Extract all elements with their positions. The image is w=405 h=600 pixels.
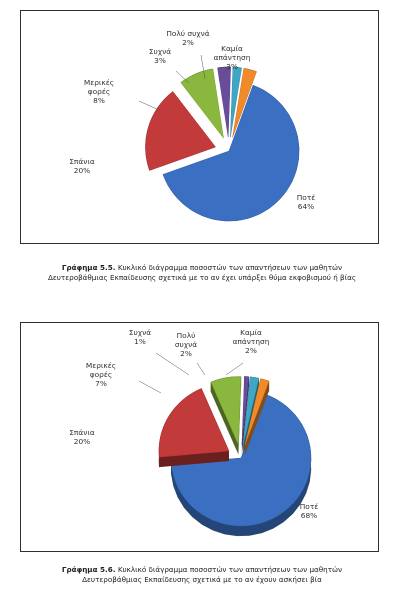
leader-line-1-5 <box>200 54 206 80</box>
leader-line-2-3 <box>138 380 162 394</box>
slice-label-2-5: Πολύ συχνά 2% <box>175 331 197 358</box>
caption-2-line1: Κυκλικό διάγραμμα ποσοστών των απαντήσεω… <box>117 565 343 574</box>
caption-1: Γράφημα 5.5. Κυκλικό διάγραμμα ποσοστών … <box>12 263 392 283</box>
pie-slice-1-6 <box>232 68 257 138</box>
chart-frame-2: Ποτέ 68% Σπάνια 20% Μερικές φορές 7% Συχνά 1% Πολ… <box>20 322 379 552</box>
pie-slice-1-2 <box>145 91 216 171</box>
pie-slice-2-3 <box>210 376 242 455</box>
pie-chart-1: Ποτέ 64% Σπάνια 20% Μερικές φορές 8% Συχνά 3%Πολ… <box>69 29 316 222</box>
leader-line-2-6 <box>225 362 244 376</box>
caption-1-line1: Κυκλικό διάγραμμα ποσοστών των απαντήσεω… <box>117 263 343 272</box>
caption-2-number: Γράφημα 5.6. <box>61 565 116 574</box>
pie-slice-1-1 <box>162 84 300 222</box>
slice-label-1-5: Πολύ συχνά 2% <box>166 29 209 47</box>
slice-label-1-4: Συχνά 3% <box>149 47 171 65</box>
pie-slice-2-2 <box>158 388 230 468</box>
slice-label-2-2: Σπάνια 20% <box>69 428 95 446</box>
slice-label-1-1: Ποτέ 64% <box>297 193 316 211</box>
pie-chart-2: Ποτέ 68% Σπάνια 20% Μερικές φορές 7% Συχνά 1% Πολ… <box>69 328 319 537</box>
caption-1-number: Γράφημα 5.5. <box>61 263 116 272</box>
leader-line-1-3 <box>138 100 162 112</box>
slice-label-2-4: Συχνά 1% <box>129 328 151 346</box>
slice-label-2-1: Ποτέ 68% <box>300 502 319 520</box>
slice-label-1-3: Μερικές φορές 8% <box>84 78 114 105</box>
pie-slice-2-4 <box>241 376 250 455</box>
chart-frame-1: Ποτέ 64% Σπάνια 20% Μερικές φορές 8% Συχνά 3% Πολ… <box>20 10 379 244</box>
caption-2-line2: Δευτεροβάθμιας Εκπαίδευσης σχετικά με το… <box>82 575 322 584</box>
pie-slice-2-6 <box>244 378 270 455</box>
leader-line-2-4 <box>155 352 190 376</box>
leader-line-1-4 <box>175 70 190 84</box>
pie-slice-1-3 <box>180 68 224 139</box>
pie-slice-1-4 <box>217 66 231 138</box>
caption-1-line2: Δευτεροβάθμιας Εκπαίδευσης σχετικά με το… <box>47 273 357 282</box>
pie-slice-1-5 <box>230 66 242 138</box>
slice-label-1-6: Καμία απάντηση 3% <box>214 44 251 71</box>
leader-line-2-5 <box>196 362 206 376</box>
leader-line-1-6 <box>218 66 230 82</box>
slice-label-2-6: Καμία απάντηση 2% <box>233 328 270 355</box>
slice-label-1-2: Σπάνια 20% <box>69 157 95 175</box>
caption-2: Γράφημα 5.6. Κυκλικό διάγραμμα ποσοστών … <box>12 565 392 585</box>
slice-label-2-3: Μερικές φορές 7% <box>86 361 116 388</box>
